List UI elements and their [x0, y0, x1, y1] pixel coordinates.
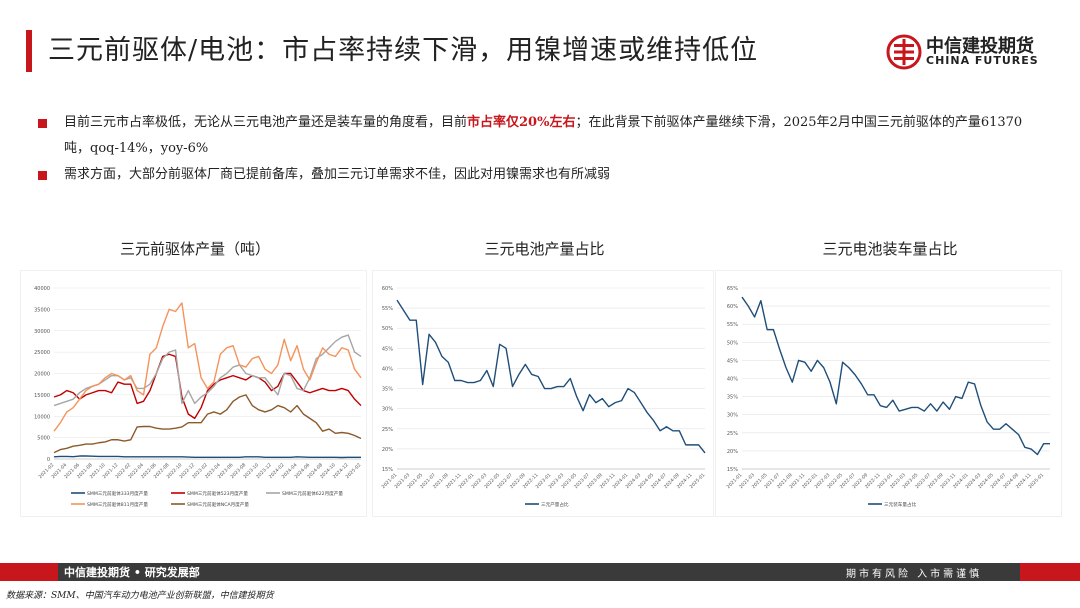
- y-tick-label: 0: [47, 457, 50, 463]
- y-tick-label: 40%: [382, 366, 393, 372]
- chart-title-precursor: 三元前驱体产量（吨）: [119, 240, 270, 258]
- y-tick-label: 15%: [382, 467, 393, 473]
- y-tick-label: 55%: [727, 322, 738, 328]
- page-title: 三元前驱体/电池：市占率持续下滑，用镍增速或维持低位: [48, 35, 759, 66]
- y-tick-label: 50%: [727, 340, 738, 346]
- y-tick-label: 35000: [34, 307, 50, 313]
- chart-precursor-output: 0 5000 10000 15000 20000 25000 30000 35000 40000…: [20, 270, 367, 517]
- legend-label: 三元产量占比: [541, 501, 569, 508]
- bullet-text: 目前三元市占率极低，无论从三元电池产量还是装车量的角度看，目前: [64, 115, 468, 130]
- y-tick-label: 20%: [382, 447, 393, 453]
- series-line: [53, 455, 361, 459]
- y-tick-label: 35%: [727, 395, 738, 401]
- footer-department: 中信建投期货 • 研究发展部: [64, 566, 200, 579]
- legend-label: SMM三元前驱体622月度产量: [282, 490, 343, 497]
- series-line: [53, 353, 362, 420]
- bullet-square-icon: [38, 119, 47, 128]
- y-tick-label: 65%: [727, 286, 738, 292]
- y-tick-label: 45%: [727, 358, 738, 364]
- y-tick-label: 25%: [382, 427, 393, 433]
- y-tick-label: 35%: [382, 387, 393, 393]
- legend-label: 三元装车量占比: [884, 501, 917, 508]
- chart-svg: 15%20%25%30%35%40%45%50%55%60%65%2021-01…: [726, 286, 1050, 508]
- y-tick-label: 20%: [727, 449, 738, 455]
- legend-label: SMM三元前驱体523月度产量: [187, 490, 248, 497]
- y-tick-label: 45%: [382, 346, 393, 352]
- y-tick-label: 25%: [727, 431, 738, 437]
- footer-bar: [0, 563, 1080, 581]
- footer-risk-warning: 期市有风险 入市需谨慎: [846, 569, 983, 580]
- logo-text-cn: 中信建投期货: [926, 36, 1034, 57]
- legend-label: SMM三元前驱体811月度产量: [87, 501, 148, 508]
- data-source: 数据来源：SMM、中国汽车动力电池产业创新联盟，中信建投期货: [6, 591, 274, 601]
- y-tick-label: 10000: [34, 414, 50, 420]
- bullet-text: ；在此背景下前驱体产量继续下滑，2025年2月中国三元前驱体的产量61370吨，…: [64, 115, 1023, 156]
- chart-title-battery-installation: 三元电池装车量占比: [822, 240, 958, 258]
- bullet-item-market-share: 目前三元市占率极低，无论从三元电池产量还是装车量的角度看，目前市占率仅20%左右…: [38, 110, 1048, 162]
- series-line: [741, 296, 1050, 456]
- bullet-square-icon: [38, 171, 47, 180]
- y-tick-label: 40000: [34, 286, 50, 292]
- chart-title-battery-production: 三元电池产量占比: [484, 240, 605, 258]
- bullet-text: 需求方面，大部分前驱体厂商已提前备库，叠加三元订单需求不佳，因此对用镍需求也有所…: [64, 167, 611, 182]
- title-accent-bar: [26, 30, 32, 72]
- y-tick-label: 5000: [37, 436, 50, 442]
- y-tick-label: 30%: [727, 413, 738, 419]
- chart-battery-production-share: 15% 20% 25% 30% 35% 40% 45% 50% 55% 60% 2021-01 202…: [372, 270, 714, 517]
- series-line: [53, 394, 362, 454]
- series-line: [53, 302, 362, 432]
- y-tick-label: 15%: [727, 467, 738, 473]
- footer-accent-left: [0, 563, 58, 581]
- y-tick-label: 50%: [382, 326, 393, 332]
- series-line: [396, 299, 706, 454]
- logo-emblem-icon: [886, 34, 922, 70]
- chart-battery-installation-share: 15% 20% 25% 30% 35% 40% 45% 50% 55% 60% 65% 2021-01…: [715, 270, 1062, 517]
- legend-label: SMM三元前驱体333月度产量: [87, 490, 148, 497]
- chart-svg: 15%20%25%30%35%40%45%50%55%60%2021-01202…: [381, 286, 707, 508]
- legend-label: SMM三元前驱体NCA月度产量: [187, 501, 249, 508]
- chart-svg: 0 5000 10000 15000 20000 25000 30000 35000 40000…: [34, 286, 362, 508]
- highlight-text: 市占率仅20%左右: [467, 115, 576, 130]
- footer-accent-right: [1020, 563, 1080, 581]
- logo: 中信建投期货 CHINA FUTURES: [886, 32, 1056, 72]
- y-tick-label: 30%: [382, 407, 393, 413]
- y-tick-label: 40%: [727, 377, 738, 383]
- y-tick-label: 55%: [382, 306, 393, 312]
- y-tick-label: 25000: [34, 350, 50, 356]
- bullet-list: 目前三元市占率极低，无论从三元电池产量还是装车量的角度看，目前市占率仅20%左右…: [38, 110, 1048, 188]
- bullet-item-demand: 需求方面，大部分前驱体厂商已提前备库，叠加三元订单需求不佳，因此对用镍需求也有所…: [38, 162, 1048, 188]
- y-tick-label: 60%: [382, 286, 393, 292]
- y-tick-label: 60%: [727, 304, 738, 310]
- y-tick-label: 15000: [34, 393, 50, 399]
- logo-text-en: CHINA FUTURES: [926, 54, 1039, 67]
- y-tick-label: 20000: [34, 372, 50, 378]
- y-tick-label: 30000: [34, 329, 50, 335]
- series-line: [53, 334, 362, 407]
